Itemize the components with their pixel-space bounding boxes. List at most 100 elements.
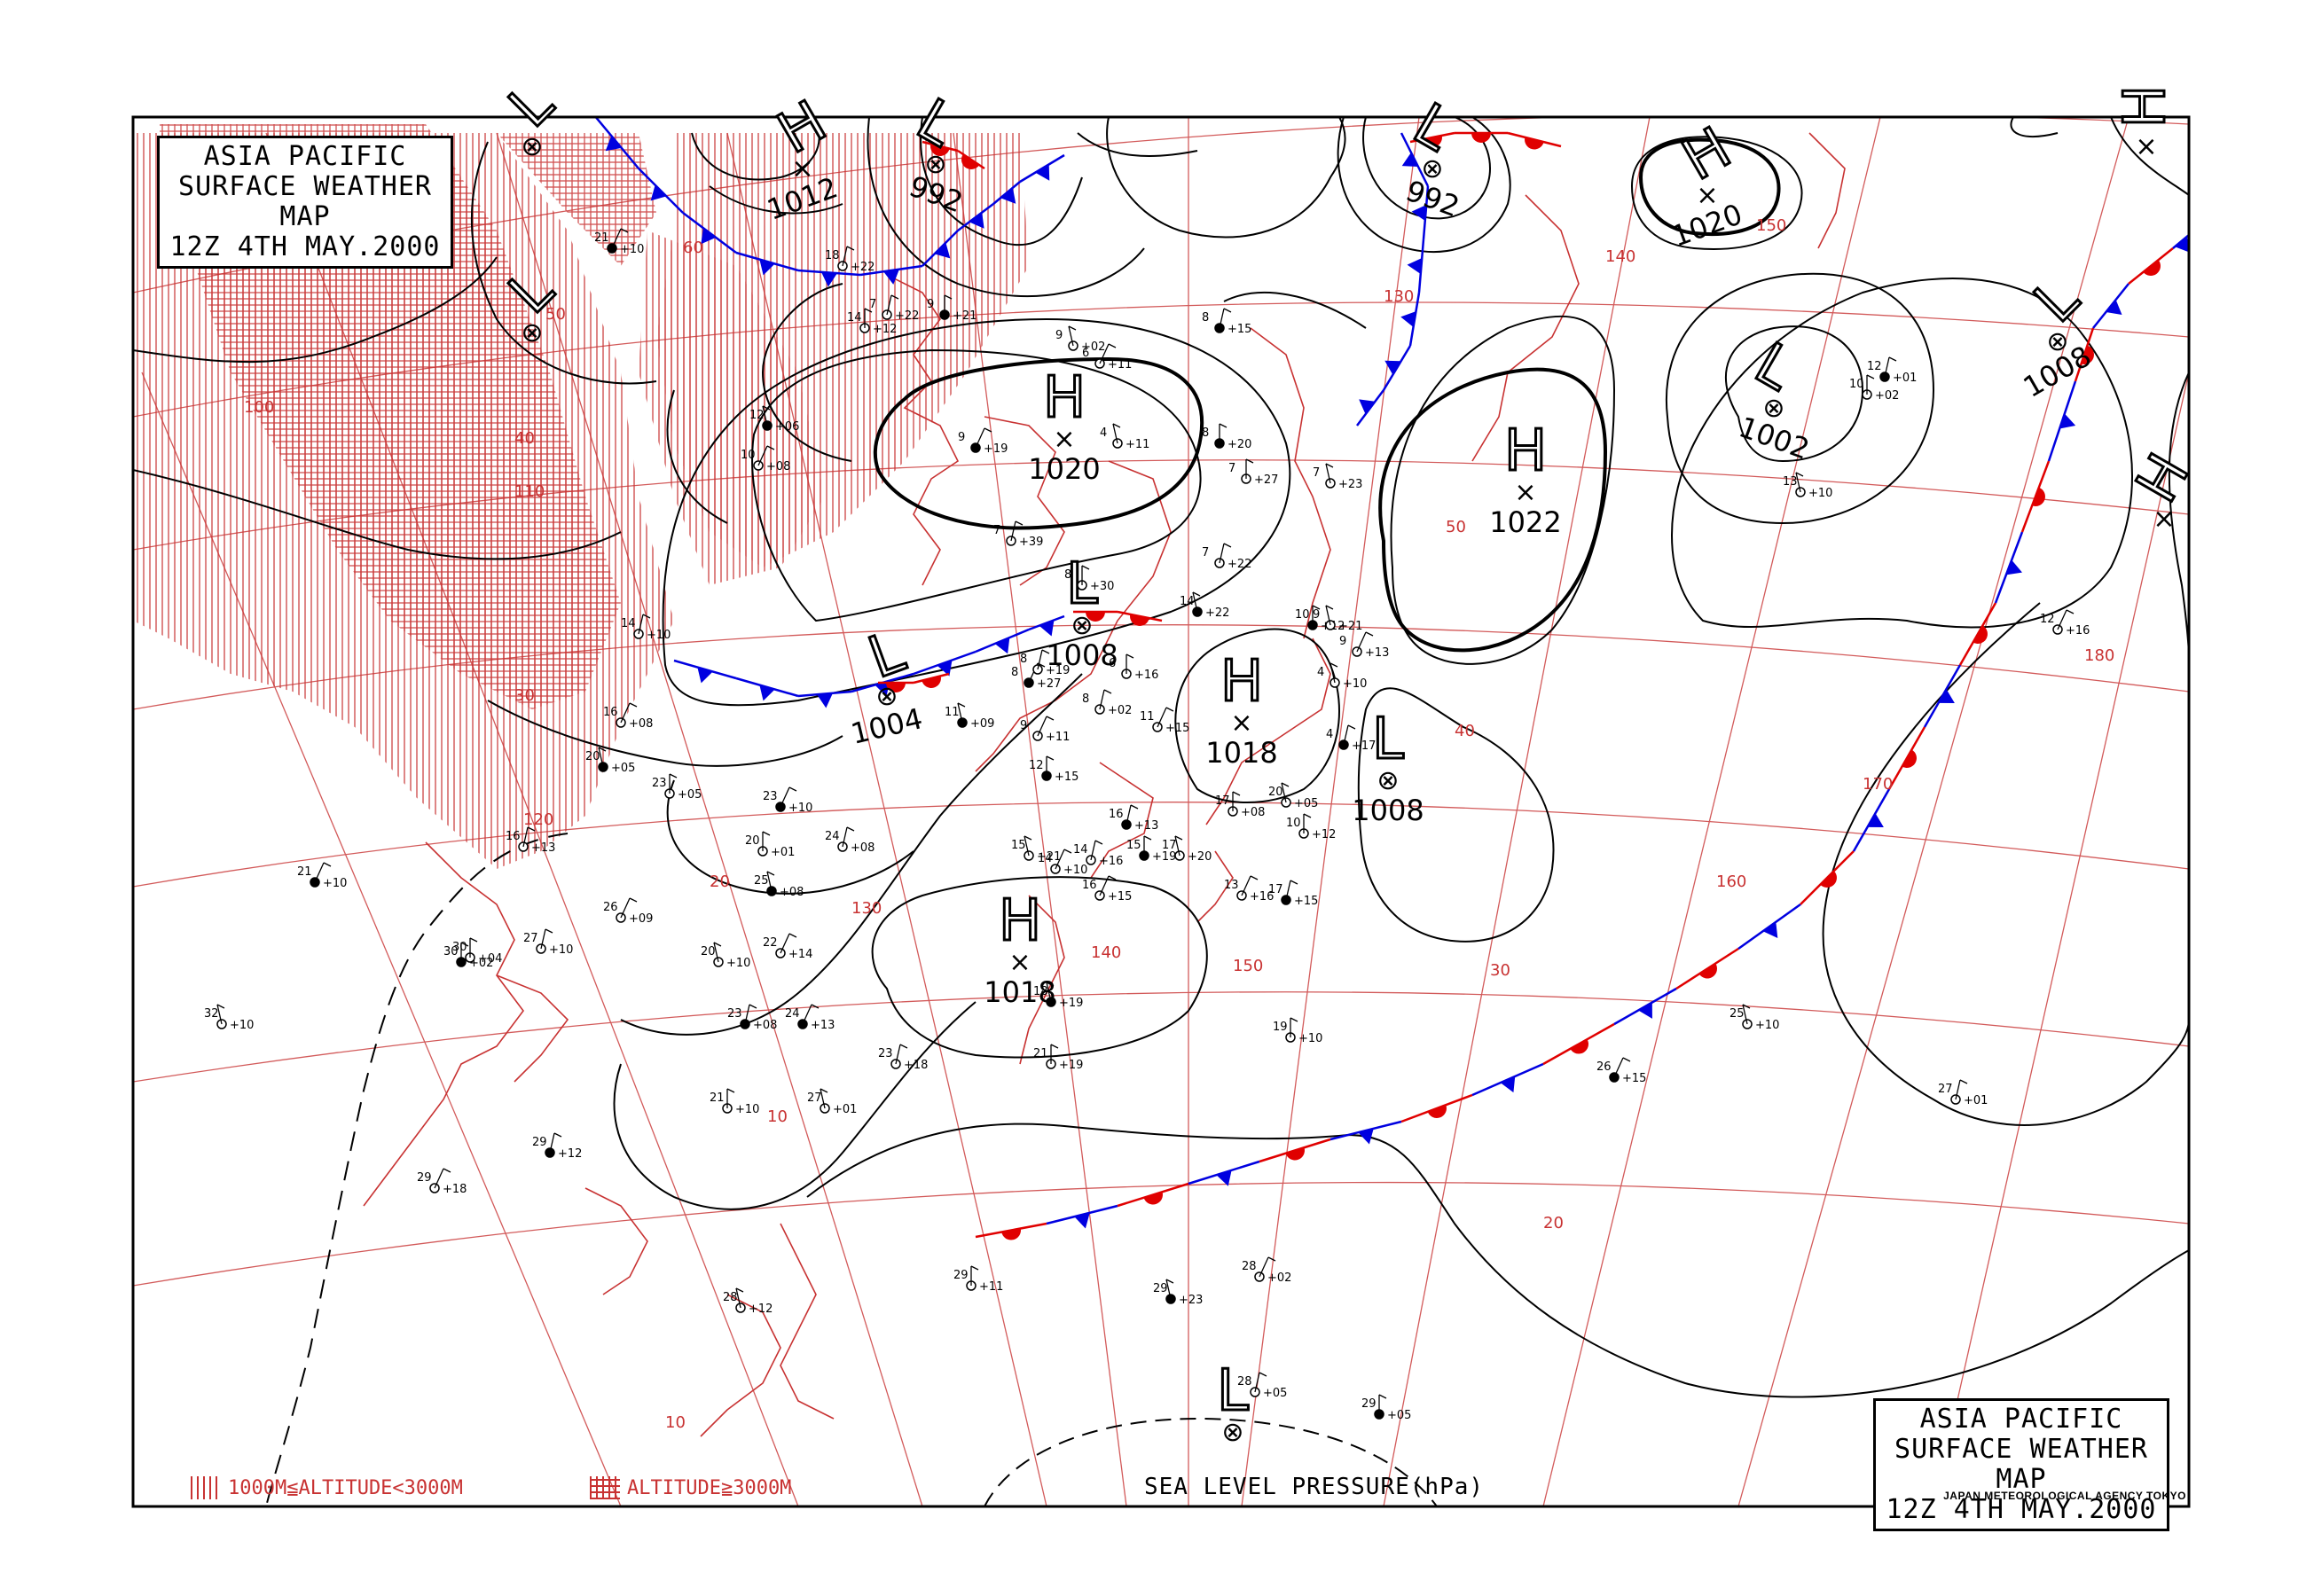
station-plot: 14 +22 [1180, 591, 1229, 620]
station-plot: 27 +01 [807, 1088, 857, 1116]
station-pressure-tendency: +16 [1099, 855, 1123, 868]
station-plot: 14 +16 [1073, 840, 1123, 868]
pressure-center-letter: H [2113, 85, 2178, 128]
wind-barb-icon [1192, 591, 1198, 613]
warm-front-north [922, 140, 985, 170]
cold-front-triangle [1039, 620, 1055, 637]
station-pressure-tendency: +19 [984, 442, 1008, 456]
station-temperature: 27 [1938, 1083, 1953, 1096]
station-temperature: 27 [807, 1091, 822, 1105]
pressure-value: 1022 [1489, 505, 1561, 539]
wind-barb-icon [1126, 804, 1132, 825]
low-center-marker-icon: ⊗ [1071, 610, 1093, 641]
station-temperature: 18 [825, 249, 840, 262]
station-pressure-tendency: +06 [775, 420, 799, 434]
latitude-label: 40 [1455, 722, 1475, 740]
station-plot: 17 +15 [1268, 880, 1318, 908]
station-plot: 16 +13 [1109, 804, 1158, 833]
station-pressure-tendency: +02 [1081, 340, 1105, 354]
station-plot: 24 +08 [825, 826, 875, 855]
station-pressure-tendency: +10 [735, 1103, 759, 1116]
station-pressure-tendency: +05 [1263, 1387, 1287, 1400]
station-plot: 6 +11 [1082, 343, 1132, 372]
station-plot: 9 +13 [1339, 631, 1389, 660]
fronts [594, 117, 2189, 1240]
longitude-label: 140 [1605, 247, 1635, 266]
cold-front-triangle [937, 660, 953, 677]
wind-barb-icon [1241, 875, 1251, 896]
station-plot: 26 +15 [1596, 1057, 1646, 1085]
station-temperature: 15 [1126, 839, 1141, 852]
warm-front-small [878, 672, 950, 692]
cold-front-triangle [1400, 311, 1416, 327]
latitude-label: 30 [514, 686, 535, 705]
longitude-label: 120 [523, 810, 553, 829]
station-plot: 20 +05 [1268, 782, 1318, 810]
warm-front-semicircle [1525, 137, 1544, 150]
dashed-isobar-south [984, 1417, 1438, 1506]
cold-front-triangle [1000, 187, 1016, 204]
pressure-value: 992 [1401, 174, 1463, 224]
wind-barb-icon [638, 614, 644, 635]
title-line-3: 12Z 4TH MAY.2000 [169, 231, 441, 262]
station-pressure-tendency: +19 [1059, 997, 1083, 1010]
wind-barb-icon [762, 405, 768, 426]
grid-labels: 60 50 40 30 20 10 50 40 30 20 10 100 110 120 130 140 150… [244, 216, 2114, 1432]
station-plot: 27 +01 [1938, 1079, 1988, 1107]
station-pressure-tendency: +01 [1893, 372, 1917, 385]
high-pressure-center: H×1018 [1205, 648, 1277, 771]
station-temperature: 16 [506, 830, 521, 843]
station-pressure-tendency: +22 [851, 261, 875, 274]
station-plot: 23 +08 [727, 1004, 777, 1032]
pressure-center-letter: H [1043, 365, 1086, 431]
station-plot: 16 +13 [506, 826, 555, 855]
high-pressure-center: H×1020 [1667, 114, 1747, 254]
wind-barb-icon [1742, 1004, 1748, 1025]
wind-barb-icon [1343, 724, 1349, 746]
station-temperature: 30 [443, 945, 459, 958]
warm-front-semicircle [1130, 614, 1149, 626]
station-pressure-tendency: +10 [230, 1019, 254, 1032]
station-plot: 14 +10 [621, 614, 671, 642]
station-pressure-tendency: +02 [1108, 704, 1132, 717]
high-center-marker-icon: × [1053, 424, 1075, 455]
station-temperature: 20 [701, 945, 716, 958]
wind-barb-icon [1325, 463, 1331, 484]
station-temperature: 28 [1237, 1375, 1252, 1389]
station-pressure-tendency: +13 [1134, 819, 1158, 833]
station-temperature: 30 [452, 941, 467, 954]
station-plot: 24 +13 [785, 1004, 835, 1032]
wind-barb-icon [735, 1287, 741, 1309]
latitude-label: 30 [1490, 961, 1510, 980]
station-pressure-tendency: +21 [953, 309, 977, 323]
agency-credit: JAPAN METEOROLOGICAL AGENCY TOKYO [1943, 1490, 2186, 1502]
station-temperature: 29 [417, 1171, 432, 1185]
low-center-marker-icon: ⊗ [875, 681, 898, 712]
wind-barb-icon [1254, 1372, 1260, 1393]
station-temperature: 23 [878, 1047, 893, 1060]
station-temperature: 22 [763, 936, 778, 950]
pressure-value: 1008 [1352, 794, 1424, 827]
cold-front-triangle [1216, 1170, 1232, 1186]
pressure-value: 1008 [1046, 638, 1118, 672]
title-line-2: SURFACE WEATHER MAP [1894, 1434, 2148, 1495]
station-temperature: 29 [532, 1136, 547, 1149]
wind-barb-icon [842, 246, 848, 267]
station-pressure-tendency: +18 [443, 1183, 467, 1196]
station-plot: 6 +16 [1109, 653, 1158, 682]
station-plot: 12 +01 [1867, 356, 1917, 385]
station-temperature: 21 [710, 1091, 725, 1105]
station-pressure-tendency: +17 [1352, 739, 1376, 753]
high-center-marker-icon: × [2135, 131, 2157, 162]
latitude-label: 10 [665, 1413, 686, 1432]
station-plot: 29 +23 [1153, 1279, 1203, 1307]
station-plot: 12 +06 [749, 405, 799, 434]
station-temperature: 25 [754, 874, 769, 888]
station-temperature: 21 [297, 865, 312, 879]
station-plot: 15 +19 [1126, 835, 1176, 864]
station-plot: 26 +09 [603, 897, 653, 926]
cold-front-triangle [650, 184, 667, 201]
cold-front-triangle [1762, 921, 1778, 939]
station-temperature: 15 [1011, 839, 1026, 852]
